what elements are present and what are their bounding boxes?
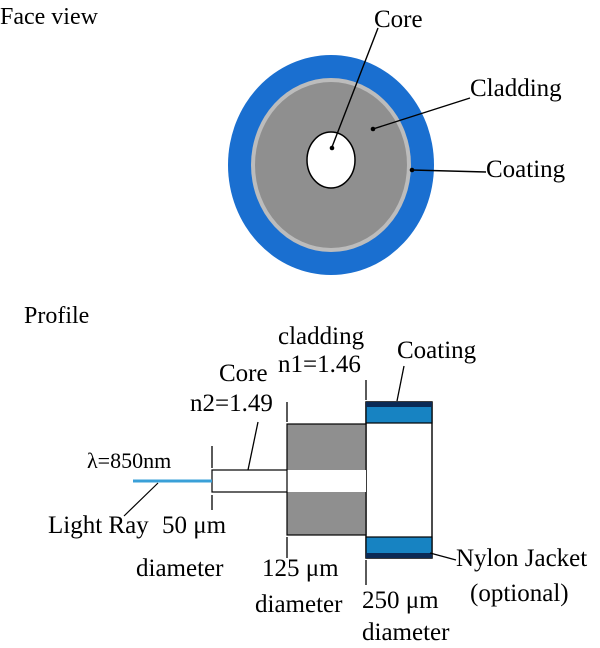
jacket-bottom-band <box>366 553 432 558</box>
face-view-cross-section <box>228 55 434 275</box>
cladding-diameter-caption: diameter <box>255 591 343 618</box>
cladding-leader <box>372 97 471 130</box>
light-ray-leader <box>123 482 159 517</box>
core-diameter-caption: diameter <box>136 555 224 582</box>
jacket-name-label: Nylon Jacket <box>456 545 587 572</box>
core-size-label: 50 μm <box>162 512 227 539</box>
core-index-label: n2=1.49 <box>190 390 273 417</box>
coating-name-label: Coating <box>397 337 477 364</box>
profile-leaders <box>211 365 457 585</box>
face-cladding-label: Cladding <box>470 75 562 102</box>
jacket-note-label: (optional) <box>470 580 569 607</box>
cladding-name-label: cladding <box>278 323 365 350</box>
coating-diameter-caption: diameter <box>362 619 450 646</box>
coating-size-label: 250 μm <box>362 587 439 614</box>
wavelength-label: λ=850nm <box>87 448 171 473</box>
cladding-size-label: 125 μm <box>262 555 339 582</box>
profile-title: Profile <box>24 303 89 329</box>
core-leader-dot <box>329 145 335 151</box>
face-core-label: Core <box>374 6 423 33</box>
face-coating-label: Coating <box>486 156 566 183</box>
profile-core <box>211 469 288 493</box>
core-name-label: Core <box>219 360 268 387</box>
core-index-leader <box>247 421 259 471</box>
face-view-leaders <box>331 27 487 173</box>
profile-coating-block <box>365 401 433 559</box>
cladding-index-label: n1=1.46 <box>278 351 361 378</box>
coating-label-leader <box>396 365 405 402</box>
coating-leader <box>411 169 487 173</box>
face-view-title: Face view <box>0 4 99 30</box>
light-ray-label: Light Ray <box>48 512 149 539</box>
jacket-leader <box>429 552 457 561</box>
cladding-leader-dot <box>370 126 376 132</box>
jacket-top-band <box>366 402 432 407</box>
profile-cladding-block <box>286 423 367 536</box>
coating-body <box>365 401 433 559</box>
coating-leader-dot <box>409 167 415 173</box>
core-leader <box>331 27 379 148</box>
core-disc <box>306 131 356 189</box>
cladding-core-channel <box>287 470 366 492</box>
